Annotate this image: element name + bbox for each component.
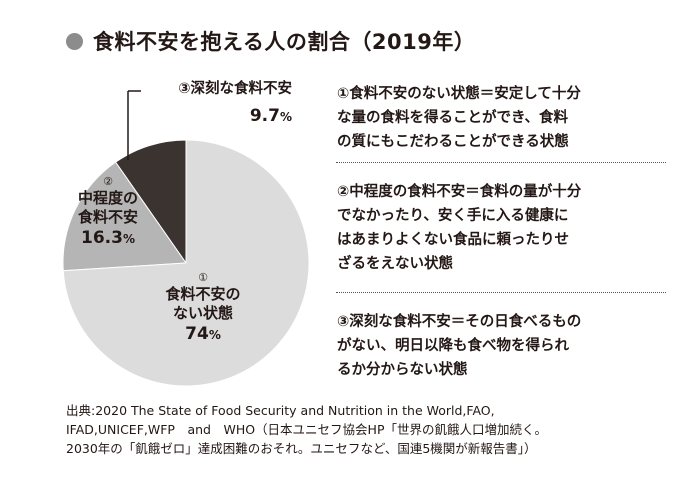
slice-value-2: 16.3% [81,228,135,248]
title-row: 食料不安を抱える人の割合（2019年） [66,24,475,58]
description-2: ②中程度の食料不安＝食料の量が十分 でなかったり、安く手に入る健康に はあまりよ… [337,184,582,272]
slice-number-1: ① [198,271,208,284]
pie-slice-1 [62,139,310,387]
slice-label-3: ③深刻な食料不安 9.7% [142,80,292,128]
slice-label-2-line-2: 食料不安 [77,208,138,226]
separator-2 [336,292,666,293]
pie-slice-2 [62,161,187,272]
pie-slice-3 [114,139,187,265]
description-1: ①食料不安のない状態＝安定して十分 な量の食料を得ることができ、食料 の質にもこ… [337,86,581,150]
slice-label-2-line-1: 中程度の [77,189,138,207]
slice-value-1: 74% [185,324,221,344]
slice-label-1: ① 食料不安の ない状態 74% [148,270,258,346]
slice-number-2: ② [103,175,113,188]
slice-label-1-line-1: 食料不安の [165,285,241,303]
chart-title: 食料不安を抱える人の割合（2019年） [93,30,476,54]
slice-label-3-text: ③深刻な食料不安 [178,81,292,97]
slice-label-2: ② 中程度の 食料不安 16.3% [62,174,154,250]
source-note: 出典:2020 The State of Food Security and N… [66,403,547,456]
slice-value-3: 9.7% [249,106,292,126]
title-bullet-icon [66,32,83,50]
slice-label-1-line-2: ない状態 [172,304,233,322]
description-3: ③深刻な食料不安＝その日食べるもの がない、明日以降も食べ物を得られ るか分から… [337,314,582,378]
separator-1 [336,162,666,163]
